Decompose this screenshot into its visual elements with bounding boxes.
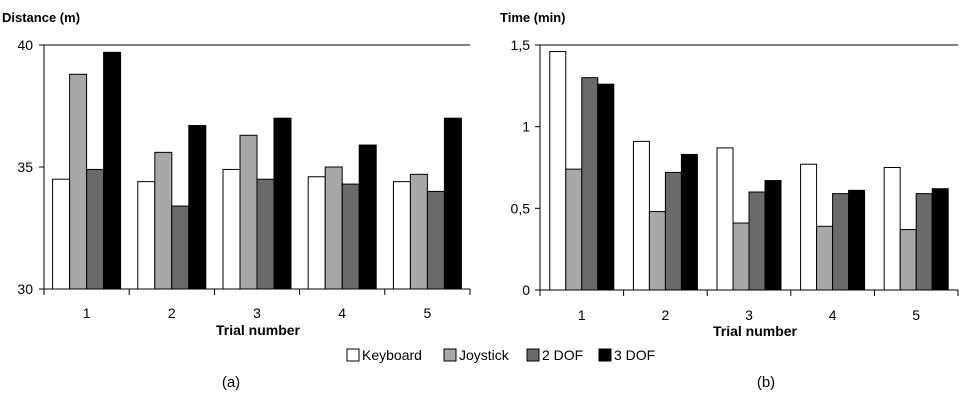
chart-time: Time (min) 0 0,5 1 1,5 1 2 3 4 5 Trial number (b) — [500, 10, 959, 391]
bar-keyboard — [632, 140, 650, 291]
bar-2-dof — [832, 193, 850, 291]
bar-3-dof — [443, 117, 462, 290]
bar-joystick — [154, 151, 173, 290]
y-tick-label: 30 — [17, 281, 33, 297]
bar-3-dof — [103, 51, 122, 290]
bar-3-dof — [931, 188, 949, 291]
bar-keyboard — [137, 181, 156, 290]
panel-label: (a) — [222, 374, 240, 391]
legend-entry: 2 DOF — [542, 347, 583, 363]
panel-label: (b) — [757, 374, 775, 391]
legend-entry: Keyboard — [362, 347, 422, 363]
category-label: 2 — [168, 305, 176, 321]
bar-keyboard — [307, 176, 326, 290]
bar-2-dof — [915, 193, 933, 291]
x-axis-label: Trial number — [216, 322, 301, 338]
bar-3-dof — [848, 189, 866, 291]
bar-keyboard — [52, 178, 71, 290]
bar-joystick — [899, 229, 917, 291]
legend-entry: 3 DOF — [614, 347, 655, 363]
bar-3-dof — [188, 125, 207, 290]
bar-keyboard — [549, 51, 567, 291]
legend-entry: Joystick — [459, 347, 510, 363]
bar-keyboard — [883, 167, 901, 291]
legend-swatch — [526, 348, 540, 362]
bar-keyboard — [222, 168, 241, 290]
bar-2-dof — [171, 205, 190, 290]
chart-distance: Distance (m) 30 35 40 1 2 3 4 5 Trial number (a) — [2, 10, 471, 391]
bar-keyboard — [800, 163, 818, 291]
bar-joystick — [816, 225, 834, 291]
legend-swatch — [443, 348, 457, 362]
category-label: 1 — [83, 305, 91, 321]
bar-3-dof — [764, 180, 782, 291]
chart-title: Distance (m) — [2, 10, 80, 25]
y-tick-label: 1 — [522, 119, 530, 135]
y-tick-label: 0 — [522, 282, 530, 298]
bar-joystick — [69, 73, 88, 290]
bar-3-dof — [680, 153, 698, 291]
category-label: 3 — [745, 307, 753, 323]
bar-2-dof — [86, 168, 105, 290]
bar-keyboard — [716, 147, 734, 291]
bar-joystick — [732, 222, 750, 291]
y-tick-label: 35 — [17, 159, 33, 175]
bar-2-dof — [581, 77, 599, 291]
chart-title: Time (min) — [500, 10, 566, 25]
bar-3-dof — [358, 144, 377, 290]
y-tick-label: 40 — [17, 37, 33, 53]
legend: Keyboard Joystick 2 DOF 3 DOF — [346, 347, 655, 363]
legend-swatch — [346, 348, 360, 362]
bar-keyboard — [392, 181, 411, 290]
category-label: 5 — [424, 305, 432, 321]
bar-2-dof — [426, 190, 445, 290]
category-label: 1 — [578, 307, 586, 323]
bar-joystick — [409, 173, 428, 290]
category-label: 4 — [829, 307, 837, 323]
bar-3-dof — [597, 83, 615, 291]
category-label: 3 — [253, 305, 261, 321]
legend-swatch — [598, 348, 612, 362]
bar-2-dof — [256, 178, 275, 290]
bar-joystick — [239, 134, 258, 290]
bar-3-dof — [273, 117, 292, 290]
category-label: 2 — [662, 307, 670, 323]
bar-joystick — [565, 168, 583, 291]
bar-2-dof — [664, 171, 682, 291]
y-tick-label: 1,5 — [511, 37, 531, 53]
y-tick-label: 0,5 — [511, 200, 531, 216]
category-label: 4 — [338, 305, 346, 321]
bar-2-dof — [748, 191, 766, 291]
bar-joystick — [648, 211, 666, 291]
category-label: 5 — [912, 307, 920, 323]
x-axis-label: Trial number — [713, 323, 798, 339]
bar-2-dof — [341, 183, 360, 290]
bar-joystick — [324, 166, 343, 290]
